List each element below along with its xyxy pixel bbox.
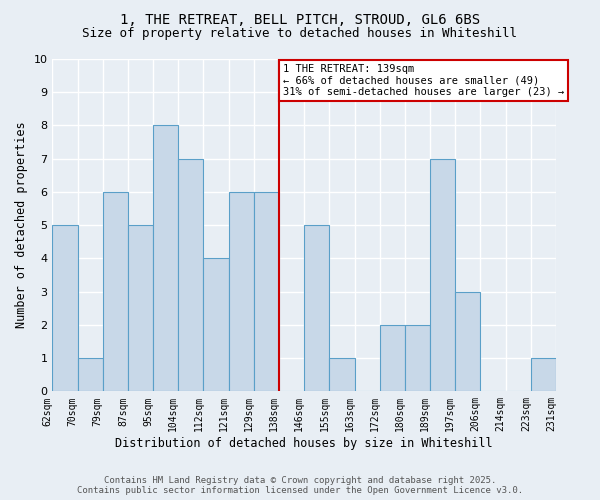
Bar [304, 225, 329, 392]
Text: 1 THE RETREAT: 139sqm
← 66% of detached houses are smaller (49)
31% of semi-deta: 1 THE RETREAT: 139sqm ← 66% of detached … [283, 64, 564, 97]
Text: Contains HM Land Registry data © Crown copyright and database right 2025.
Contai: Contains HM Land Registry data © Crown c… [77, 476, 523, 495]
X-axis label: Distribution of detached houses by size in Whiteshill: Distribution of detached houses by size … [115, 437, 493, 450]
Bar [405, 325, 430, 392]
Bar [103, 192, 128, 392]
Y-axis label: Number of detached properties: Number of detached properties [15, 122, 28, 328]
Bar [531, 358, 556, 392]
Bar [203, 258, 229, 392]
Bar [229, 192, 254, 392]
Bar [128, 225, 153, 392]
Text: 1, THE RETREAT, BELL PITCH, STROUD, GL6 6BS: 1, THE RETREAT, BELL PITCH, STROUD, GL6 … [120, 12, 480, 26]
Bar [77, 358, 103, 392]
Bar [254, 192, 279, 392]
Bar [153, 126, 178, 392]
Text: Size of property relative to detached houses in Whiteshill: Size of property relative to detached ho… [83, 28, 517, 40]
Bar [380, 325, 405, 392]
Bar [178, 158, 203, 392]
Bar [329, 358, 355, 392]
Bar [52, 225, 77, 392]
Bar [455, 292, 481, 392]
Bar [430, 158, 455, 392]
